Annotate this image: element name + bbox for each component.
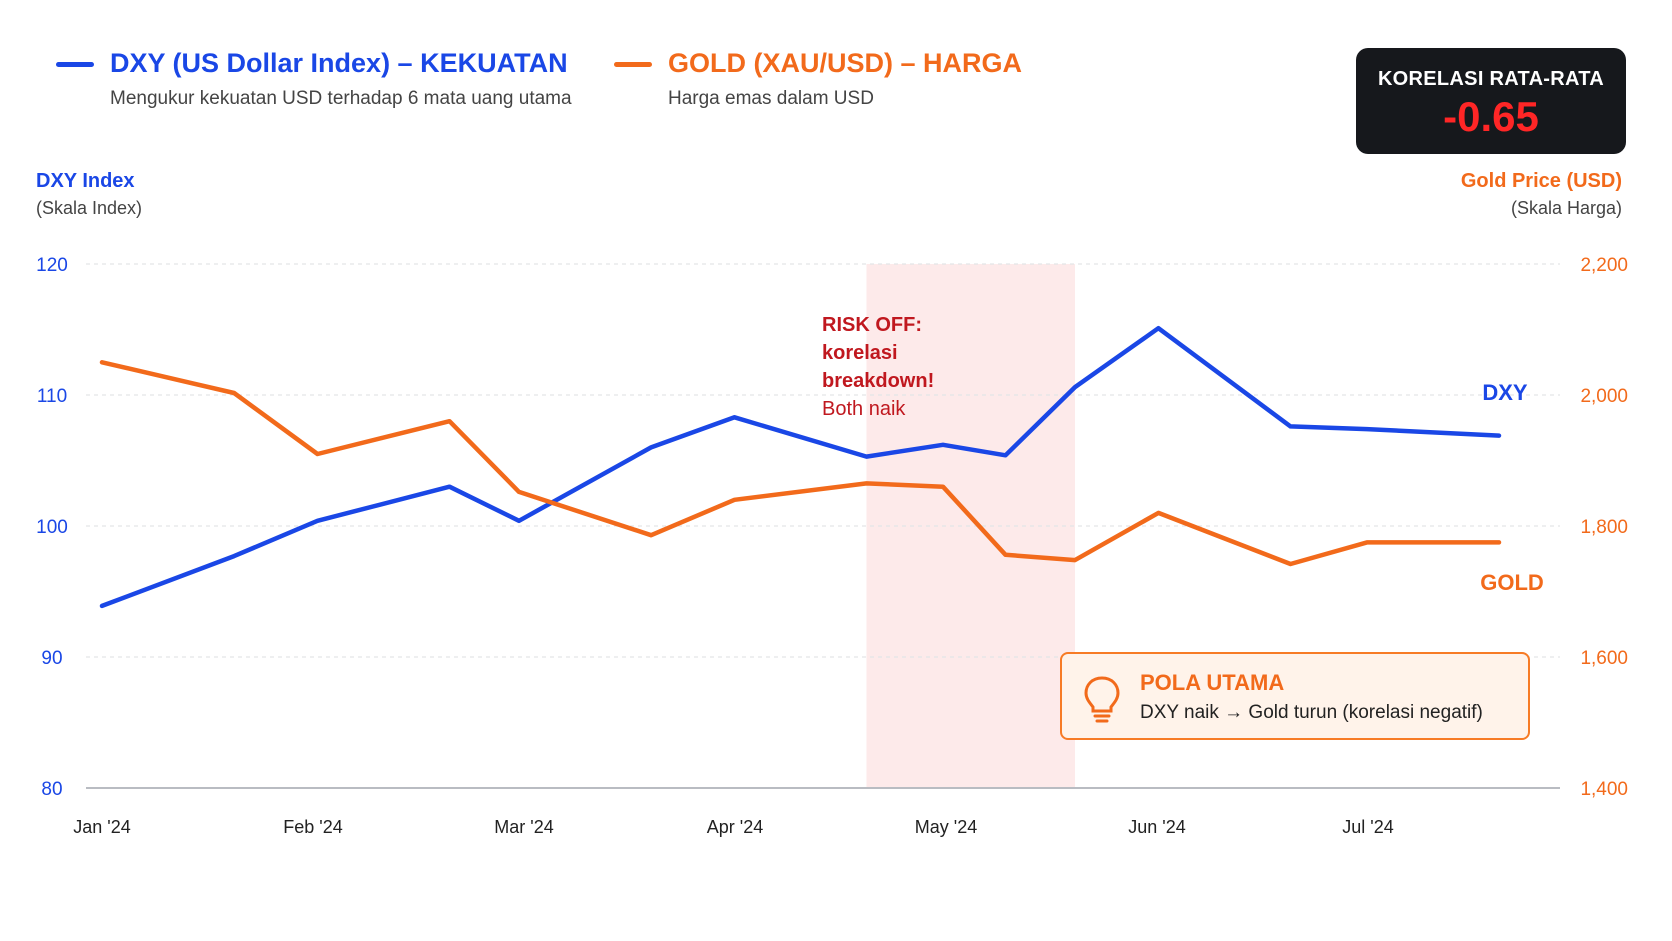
risk-off-annotation-line: RISK OFF: — [822, 314, 922, 336]
risk-off-annotation-line: korelasi — [822, 342, 898, 364]
left-y-tick-label: 100 — [36, 517, 68, 538]
left-axis-subtitle: (Skala Index) — [36, 198, 143, 218]
dxy-series-label: DXY — [1482, 380, 1528, 405]
left-y-tick-label: 110 — [37, 386, 67, 407]
gold-legend-title: GOLD (XAU/USD) – HARGA — [668, 48, 1023, 78]
gold-series-line — [99, 360, 1502, 567]
dxy-series-line — [99, 325, 1502, 609]
pattern-text: DXY naik → Gold turun (korelasi negatif) — [1140, 702, 1483, 723]
right-y-tick-label: 1,400 — [1580, 779, 1628, 800]
gold-legend-line — [614, 62, 652, 67]
risk-off-annotation-note: Both naik — [822, 398, 906, 420]
dxy-legend-line — [56, 62, 94, 67]
pattern-title: POLA UTAMA — [1140, 670, 1285, 695]
x-tick-label: Jun '24 — [1128, 817, 1185, 837]
x-tick-label: Feb '24 — [283, 817, 342, 837]
risk-off-annotation-line: breakdown! — [822, 370, 934, 392]
x-tick-label: Apr '24 — [707, 817, 763, 837]
x-tick-label: Mar '24 — [494, 817, 553, 837]
lightbulb-icon — [1084, 676, 1120, 723]
correlation-box: KORELASI RATA-RATA -0.65 — [1356, 48, 1626, 154]
correlation-label: KORELASI RATA-RATA — [1377, 68, 1605, 90]
left-axis-title: DXY Index — [36, 170, 135, 192]
x-tick-label: May '24 — [915, 817, 977, 837]
left-y-tick-label: 80 — [41, 779, 62, 800]
x-tick-label: Jan '24 — [73, 817, 130, 837]
gold-series-label: GOLD — [1480, 570, 1544, 595]
pattern-box: POLA UTAMA DXY naik → Gold turun (korela… — [1060, 652, 1530, 740]
dxy-legend-title: DXY (US Dollar Index) – KEKUATAN — [110, 48, 568, 78]
right-y-tick-label: 1,600 — [1580, 648, 1628, 669]
x-tick-label: Jul '24 — [1342, 817, 1393, 837]
left-y-tick-label: 90 — [41, 648, 62, 669]
right-axis-subtitle: (Skala Harga) — [1510, 198, 1622, 218]
right-y-tick-label: 1,800 — [1580, 517, 1628, 538]
left-y-tick-label: 120 — [36, 255, 68, 276]
gold-legend-subtitle: Harga emas dalam USD — [668, 88, 874, 109]
right-axis-title: Gold Price (USD) — [1460, 170, 1622, 192]
right-y-tick-label: 2,000 — [1580, 386, 1628, 407]
right-y-tick-label: 2,200 — [1580, 255, 1628, 276]
dxy-legend-subtitle: Mengukur kekuatan USD terhadap 6 mata ua… — [110, 88, 572, 109]
correlation-value: -0.65 — [1443, 93, 1539, 140]
